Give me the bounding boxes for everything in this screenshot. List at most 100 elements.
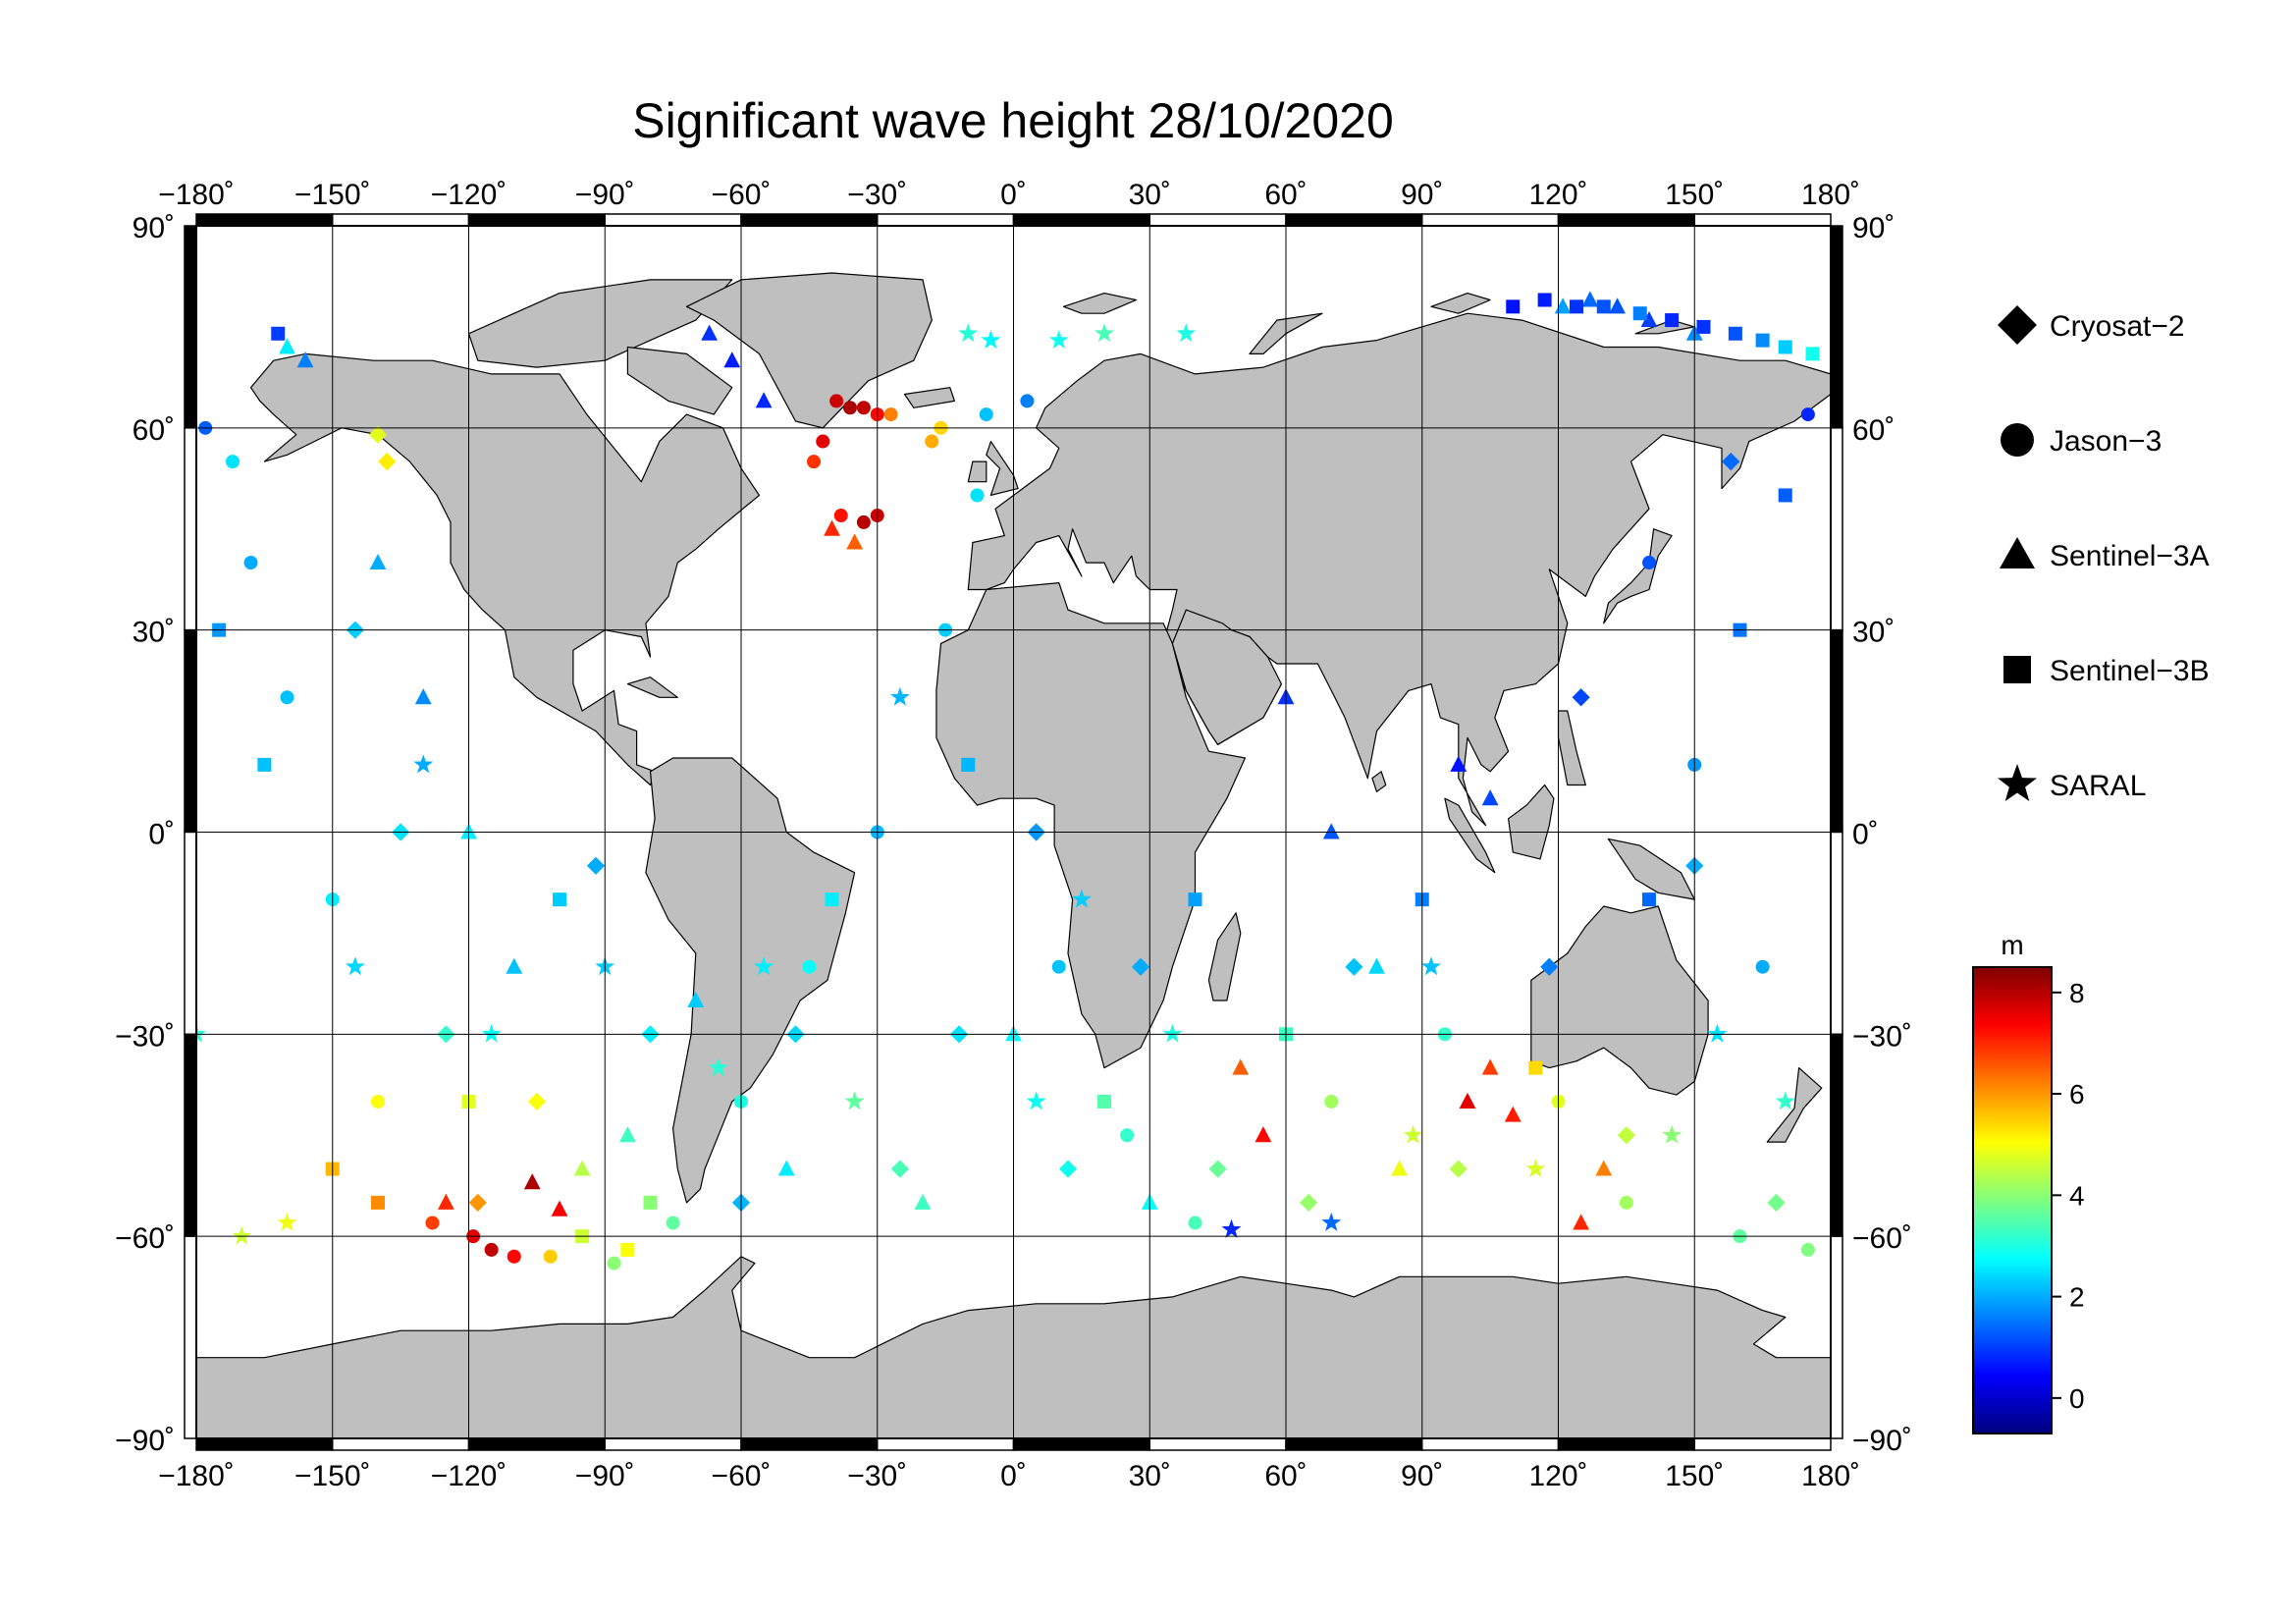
data-point — [1232, 1058, 1250, 1075]
lon-tick-label: 180˚ — [1801, 179, 1860, 211]
lon-tick-label: 120˚ — [1528, 1460, 1587, 1492]
legend-label: Sentinel−3B — [2050, 655, 2210, 687]
legend-diamond-icon — [1998, 305, 2037, 345]
land-uk — [986, 441, 1019, 496]
data-point — [378, 453, 397, 471]
data-point — [413, 754, 434, 774]
lon-tick-label: −180˚ — [158, 1460, 235, 1492]
frame-segment — [184, 628, 197, 834]
lat-tick-label-left: 90˚ — [133, 212, 175, 244]
data-point — [1300, 1193, 1318, 1212]
data-point — [1421, 956, 1441, 976]
lat-tick-label-right: 0˚ — [1852, 819, 1879, 851]
data-point — [1506, 299, 1521, 314]
land-cuba — [626, 676, 678, 698]
land-severnaya-zemlya — [1430, 293, 1491, 314]
frame-segment — [1830, 628, 1843, 834]
data-point — [196, 1023, 206, 1043]
lat-tick-label-right: −90˚ — [1852, 1425, 1912, 1457]
frame-segment — [184, 225, 197, 429]
data-point — [1345, 957, 1363, 976]
lat-tick-label-left: 0˚ — [148, 819, 175, 851]
data-point — [1481, 789, 1499, 806]
map-border — [195, 225, 1832, 1439]
data-point — [981, 330, 1001, 350]
land-new-zealand — [1766, 1066, 1823, 1143]
data-point — [553, 893, 566, 907]
frame-segment — [1285, 1437, 1423, 1451]
frame-segment — [332, 1437, 470, 1451]
data-point — [666, 1216, 680, 1230]
data-point — [607, 1256, 621, 1271]
colorbar-tick-label: 6 — [2069, 1079, 2085, 1109]
satellite-tracks — [196, 291, 1820, 1271]
data-point — [1255, 1126, 1272, 1143]
frame-segment — [604, 1437, 742, 1451]
lon-tick-label: −120˚ — [431, 179, 507, 211]
data-point — [1504, 1106, 1522, 1122]
data-point — [825, 893, 839, 907]
lon-tick-label: −150˚ — [294, 179, 371, 211]
frame-segment — [1830, 225, 1843, 429]
land-iceland — [903, 387, 956, 408]
data-point — [914, 1193, 932, 1210]
frame-segment — [1012, 1437, 1150, 1451]
lat-tick-label-left: 60˚ — [133, 414, 175, 447]
data-point — [1188, 893, 1202, 907]
lon-tick-label: 90˚ — [1401, 179, 1443, 211]
frame-segment — [1557, 213, 1695, 227]
data-point — [1176, 323, 1197, 343]
colorbar: m 0 2 4 6 8 — [1972, 930, 2085, 1434]
frame-segment — [467, 213, 606, 227]
frame-segment — [740, 213, 879, 227]
lat-tick-label-right: 60˚ — [1852, 414, 1895, 447]
data-point — [1048, 330, 1069, 350]
data-point — [1525, 1159, 1546, 1178]
data-point — [280, 690, 294, 705]
frame-segment — [1830, 427, 1843, 631]
data-point — [1528, 1060, 1543, 1075]
land-australia — [1530, 905, 1709, 1096]
legend-item: Sentinel−3B — [2003, 655, 2210, 687]
frame-segment — [604, 213, 742, 227]
data-point — [1459, 1092, 1476, 1109]
data-point — [468, 1193, 487, 1212]
lat-tick-label-left: −60˚ — [115, 1222, 175, 1255]
data-point — [889, 686, 910, 706]
data-point — [1805, 347, 1820, 361]
lon-tick-label: −90˚ — [575, 1460, 635, 1492]
data-point — [1617, 1126, 1635, 1145]
data-point — [586, 856, 606, 875]
data-point — [527, 1092, 546, 1111]
data-point — [620, 1242, 635, 1257]
data-point — [1572, 688, 1590, 707]
lon-tick-label: 150˚ — [1665, 1460, 1724, 1492]
data-point — [271, 326, 286, 341]
data-point — [1221, 1218, 1242, 1238]
data-point — [701, 324, 719, 341]
data-point — [1707, 1023, 1728, 1043]
data-point — [979, 407, 993, 422]
data-point — [1322, 823, 1340, 839]
data-point — [573, 1160, 591, 1176]
data-point — [345, 956, 365, 976]
data-point — [277, 1212, 297, 1231]
lon-tick-label: 150˚ — [1665, 179, 1724, 211]
frame-segment — [877, 1437, 1015, 1451]
data-point — [807, 455, 821, 469]
data-point — [802, 959, 817, 974]
frame-segment — [1830, 1235, 1843, 1439]
data-point — [1696, 319, 1711, 334]
data-point — [243, 556, 258, 570]
land-japan — [1603, 528, 1673, 624]
data-point — [687, 991, 705, 1008]
data-point — [1595, 1160, 1613, 1176]
data-point — [1058, 1160, 1078, 1178]
frame-segment — [1557, 1437, 1695, 1451]
data-point — [1321, 1212, 1342, 1231]
land-greenland — [685, 272, 933, 429]
data-point — [829, 394, 844, 408]
data-point — [1162, 1023, 1183, 1043]
data-point — [1596, 299, 1611, 314]
frame-segment — [1148, 1437, 1287, 1451]
